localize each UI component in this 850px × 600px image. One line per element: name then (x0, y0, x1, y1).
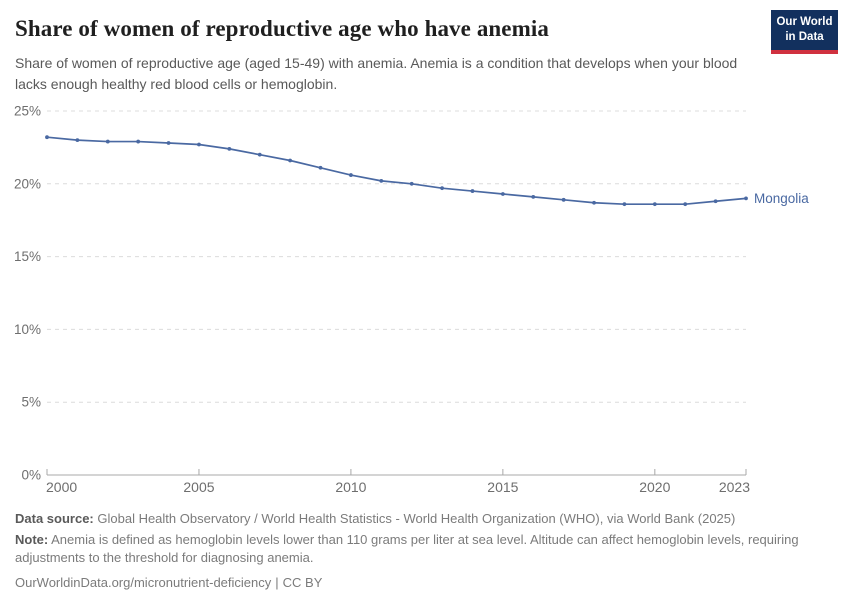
page-title: Share of women of reproductive age who h… (15, 16, 549, 41)
license-label: CC BY (282, 574, 323, 590)
x-tick-label: 2010 (335, 479, 366, 495)
data-point (318, 165, 323, 170)
chart-footer: Data source: Global Health Observatory /… (15, 510, 820, 592)
owid-logo-line1: Our World (776, 16, 833, 29)
data-point (683, 202, 688, 207)
y-tick-label: 5% (21, 395, 41, 410)
data-point (105, 139, 110, 144)
chart-subtitle: Share of women of reproductive age (aged… (15, 55, 738, 92)
data-point (622, 202, 627, 207)
data-point (349, 173, 353, 177)
y-tick-label: 15% (14, 249, 41, 264)
note-label: Note: (15, 532, 49, 548)
owid-logo[interactable]: Our World in Data (771, 10, 838, 54)
data-point (409, 181, 414, 186)
note-text: Anemia is defined as hemoglobin levels l… (15, 532, 799, 566)
data-point (257, 152, 262, 157)
data-point (531, 195, 536, 199)
owid-logo-line2: in Data (785, 31, 824, 43)
y-tick-label: 25% (14, 104, 41, 119)
data-point (45, 135, 49, 140)
x-tick-label: 2000 (46, 479, 77, 495)
data-point (652, 202, 657, 207)
data-point (440, 186, 444, 191)
data-point (561, 197, 566, 202)
y-tick-label: 20% (14, 176, 41, 191)
x-tick-label: 2005 (183, 479, 214, 495)
data-point (592, 200, 596, 205)
data-point (197, 142, 201, 147)
y-tick-label: 0% (21, 468, 41, 483)
x-tick-label: 2015 (487, 479, 518, 495)
entity-label[interactable]: Mongolia (754, 191, 809, 206)
data-point (227, 146, 232, 151)
x-tick-label: 2020 (639, 479, 670, 495)
data-point (379, 178, 384, 183)
data-point (136, 139, 141, 144)
note-line: Note: Anemia is defined as hemoglobin le… (15, 531, 820, 567)
x-tick-label: 2023 (719, 479, 750, 495)
data-point (288, 158, 293, 163)
citation-separator: | (275, 574, 279, 590)
data-point (75, 138, 80, 143)
citation-line: OurWorldinData.org/micronutrient-deficie… (15, 574, 820, 592)
data-line-mongolia[interactable] (46, 136, 747, 206)
data-point (166, 141, 171, 145)
data-point (713, 199, 718, 204)
data-source-line: Data source: Global Health Observatory /… (15, 510, 820, 528)
data-point (470, 189, 475, 193)
citation-url[interactable]: OurWorldinData.org/micronutrient-deficie… (15, 574, 272, 590)
y-tick-label: 10% (14, 322, 41, 337)
data-source-label: Data source: (15, 511, 94, 526)
data-source-text: Global Health Observatory / World Health… (97, 511, 736, 526)
data-point (744, 196, 748, 201)
data-point (500, 192, 505, 196)
